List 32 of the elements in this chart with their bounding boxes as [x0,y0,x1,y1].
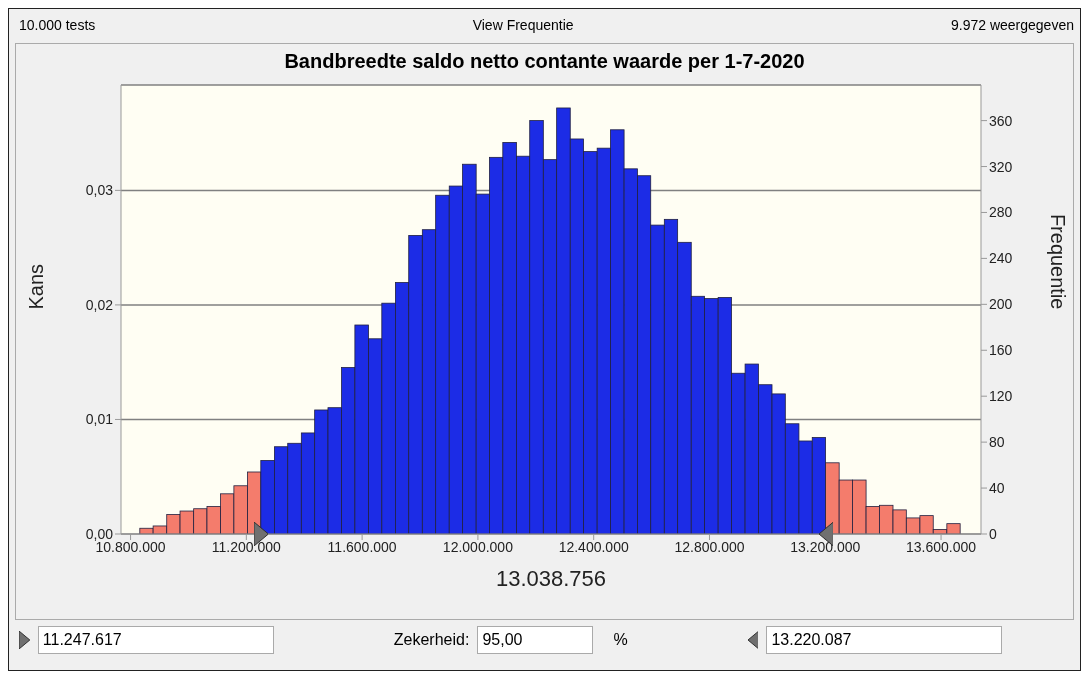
x-tick-label: 12.800.000 [674,538,745,555]
text: 9.972 weergegeven [950,17,1074,35]
y-tick-label: 0,02 [85,296,114,313]
y2-tick-label: 240 [989,250,1013,267]
text: 10.000 tests [19,17,96,35]
y2-tick-label: 120 [989,388,1013,405]
y2-tick-label: 0 [989,525,997,542]
y2-tick-label: 160 [989,342,1013,359]
y2-tick-label: 280 [989,204,1013,221]
y-tick-label: 0,01 [85,411,114,428]
chart-subtitle: View Frequentie [472,17,574,35]
y2-tick-label: 80 [989,434,1005,451]
x-tick-label: 12.400.000 [558,538,629,555]
text: 13.220.087 [766,626,1003,654]
x-axis-title: 13.038.756 [495,566,607,591]
x-tick-label: 11.200.000 [211,538,282,555]
y2-axis-title: Frequentie [1046,213,1069,310]
x-tick-label: 11.600.000 [327,538,397,555]
y-tick-label: 0,03 [85,182,114,199]
text: Zekerheid: [393,631,470,649]
x-tick-label: 12.000.000 [442,538,514,555]
chart-title: Bandbreedte saldo netto contante waarde per 1-7-2020 [283,49,806,74]
y2-tick-label: 320 [989,158,1013,175]
y2-tick-label: 360 [989,112,1013,129]
text: 11.247.617 [37,626,274,654]
x-tick-label: 13.600.000 [906,538,977,555]
y2-tick-label: 200 [989,296,1013,313]
y2-tick-label: 40 [989,480,1005,497]
text: % [613,631,628,649]
text: 95,00 [477,626,594,654]
x-tick-label: 13.200.000 [790,538,861,555]
y-axis-title: Kans [25,263,48,310]
